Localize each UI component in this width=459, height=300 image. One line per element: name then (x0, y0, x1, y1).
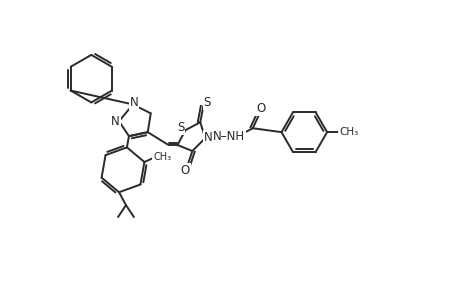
Text: O: O (256, 102, 265, 115)
Text: S: S (176, 121, 184, 134)
Text: N: N (111, 115, 120, 128)
Text: CH₃: CH₃ (339, 127, 358, 137)
Text: N: N (204, 130, 213, 144)
Text: S: S (203, 96, 210, 109)
Text: N: N (129, 96, 138, 110)
Text: CH₃: CH₃ (153, 152, 171, 162)
Text: O: O (180, 164, 190, 177)
Text: N–NH: N–NH (212, 130, 244, 143)
